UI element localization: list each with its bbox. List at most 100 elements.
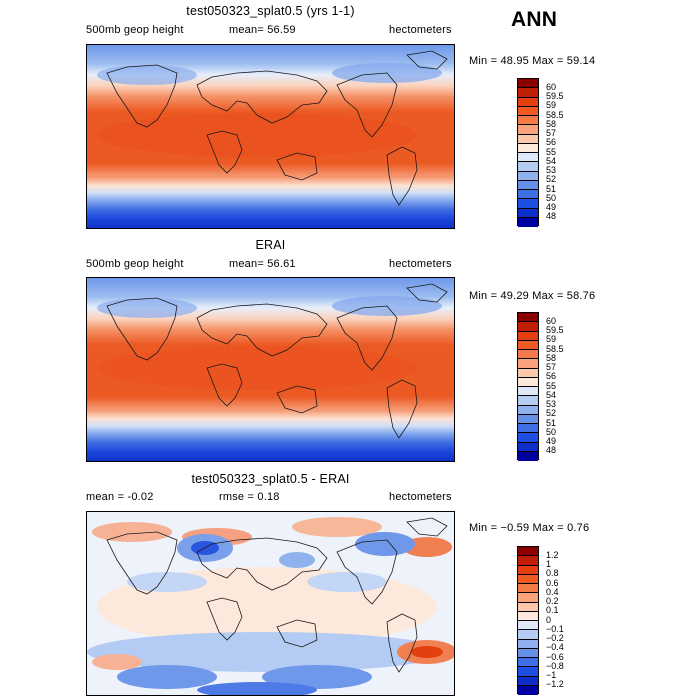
panel-3-colorbar-swatch [518,621,538,631]
panel-2-colorbar-label: 53 [546,399,557,409]
panel-1-map-svg [87,45,454,228]
panel-2-colorbar-swatch [518,377,538,387]
panel-3-colorbar-label: 0.1 [546,605,559,615]
panel-3-colorbar-swatch [518,667,538,677]
panel-3-colorbar-label: −1.2 [546,679,564,689]
panel-2-colorbar-swatch [518,340,538,350]
panel-3-map [86,511,455,696]
panel-2-colorbar-label: 58.5 [546,344,564,354]
panel-3-colorbar-swatch [518,593,538,603]
panel-3-minmax: Min = −0.59 Max = 0.76 [469,522,590,534]
panel-1-colorbar-label: 58.5 [546,110,564,120]
panel-3-mean: mean = -0.02 [86,491,154,503]
panel-1-colorbar-swatch [518,180,538,190]
panel-1-colorbar-swatch [518,162,538,172]
panel-1-colorbar-label: 54 [546,156,557,166]
panel-2-colorbar-label: 54 [546,390,557,400]
panel-2-minmax: Min = 49.29 Max = 58.76 [469,290,596,302]
panel-2-mean: mean= 56.61 [229,258,296,270]
panel-1-colorbar-swatch [518,143,538,153]
panel-2-colorbar-swatch [518,359,538,369]
panel-3-colorbar-swatch [518,611,538,621]
panel-1-colorbar-swatch [518,125,538,135]
panel-1-colorbar-label: 51 [546,184,557,194]
panel-1-colorbar-label: 52 [546,174,557,184]
panel-1-colorbar-swatch [518,134,538,144]
panel-2-colorbar-swatch [518,387,538,397]
panel-3-colorbar-label: −1 [546,670,557,680]
panel-2-colorbar-swatch [518,424,538,434]
panel-3-colorbar-label: 0.6 [546,578,559,588]
panel-1-units: hectometers [389,24,452,36]
panel-2-colorbar-swatch [518,414,538,424]
panel-2-colorbar-label: 56 [546,371,557,381]
panel-2-field-label: 500mb geop height [86,258,184,270]
panel-3-colorbar-swatch [518,574,538,584]
panel-2-colorbar-swatch [518,368,538,378]
panel-1-colorbar-label: 58 [546,119,557,129]
panel-1-colorbar-swatch [518,199,538,209]
panel-1-colorbar-swatch [518,116,538,126]
panel-2-colorbar [517,312,539,461]
panel-2-map [86,277,455,462]
panel-2-colorbar-label: 58 [546,353,557,363]
panel-2-title: ERAI [255,238,286,252]
panel-3-colorbar-swatch [518,547,538,557]
panel-3-colorbar-swatch [518,630,538,640]
panel-3-colorbar-label: −0.8 [546,661,564,671]
panel-3-colorbar-swatch [518,584,538,594]
panel-3-rmse: rmse = 0.18 [219,491,280,503]
panel-1-colorbar-label: 59.5 [546,91,564,101]
panel-1-field-label: 500mb geop height [86,24,184,36]
panel-1-colorbar-label: 57 [546,128,557,138]
panel-3-colorbar-label: −0.2 [546,633,564,643]
panel-1-colorbar-swatch [518,88,538,98]
panel-3-colorbar-label: −0.4 [546,642,564,652]
panel-1-colorbar-swatch [518,106,538,116]
panel-3-colorbar-label: −0.6 [546,652,564,662]
panel-2-colorbar-label: 51 [546,418,557,428]
panel-1-colorbar-label: 53 [546,165,557,175]
panel-2-colorbar-swatch [518,331,538,341]
panel-3-colorbar-swatch [518,648,538,658]
panel-2-colorbar-swatch [518,322,538,332]
panel-2-colorbar-swatch [518,405,538,415]
panel-1-colorbar [517,78,539,227]
panel-3-colorbar-swatch [518,602,538,612]
panel-1-colorbar-swatch [518,97,538,107]
panel-3-colorbar-label: 0.2 [546,596,559,606]
panel-3-colorbar-label: −0.1 [546,624,564,634]
panel-3-colorbar-label: 0 [546,615,552,625]
panel-2-colorbar-label: 49 [546,436,557,446]
panel-1-map [86,44,455,229]
panel-1-colorbar-label: 56 [546,137,557,147]
panel-3-colorbar [517,546,539,695]
panel-3-units: hectometers [389,491,452,503]
panel-2-colorbar-swatch [518,433,538,443]
panel-1-colorbar-swatch [518,208,538,218]
panel-2-colorbar-swatch [518,350,538,360]
panel-3-colorbar-swatch [518,639,538,649]
panel-1-colorbar-label: 48 [546,211,557,221]
panel-1-colorbar-label: 55 [546,147,557,157]
panel-2-units: hectometers [389,258,452,270]
panel-3-colorbar-label: 0.4 [546,587,559,597]
panel-1-colorbar-swatch [518,190,538,200]
panel-1-colorbar-label: 59 [546,100,557,110]
panel-2-map-svg [87,278,454,461]
panel-3-colorbar-label: 1.2 [546,550,559,560]
panel-1-colorbar-swatch [518,79,538,89]
panel-2-colorbar-swatch [518,313,538,323]
season-label: ANN [511,8,558,31]
panel-3-colorbar-label: 0.8 [546,568,559,578]
panel-2-colorbar-label: 60 [546,316,557,326]
panel-1-minmax: Min = 48.95 Max = 59.14 [469,55,596,67]
panel-2-colorbar-label: 55 [546,381,557,391]
panel-3-map-svg [87,512,454,695]
panel-2-colorbar-label: 48 [546,445,557,455]
panel-1-colorbar-swatch [518,171,538,181]
panel-2-colorbar-label: 59 [546,334,557,344]
panel-2-colorbar-label: 52 [546,408,557,418]
panel-3-colorbar-swatch [518,676,538,686]
panel-3-colorbar-swatch [518,556,538,566]
